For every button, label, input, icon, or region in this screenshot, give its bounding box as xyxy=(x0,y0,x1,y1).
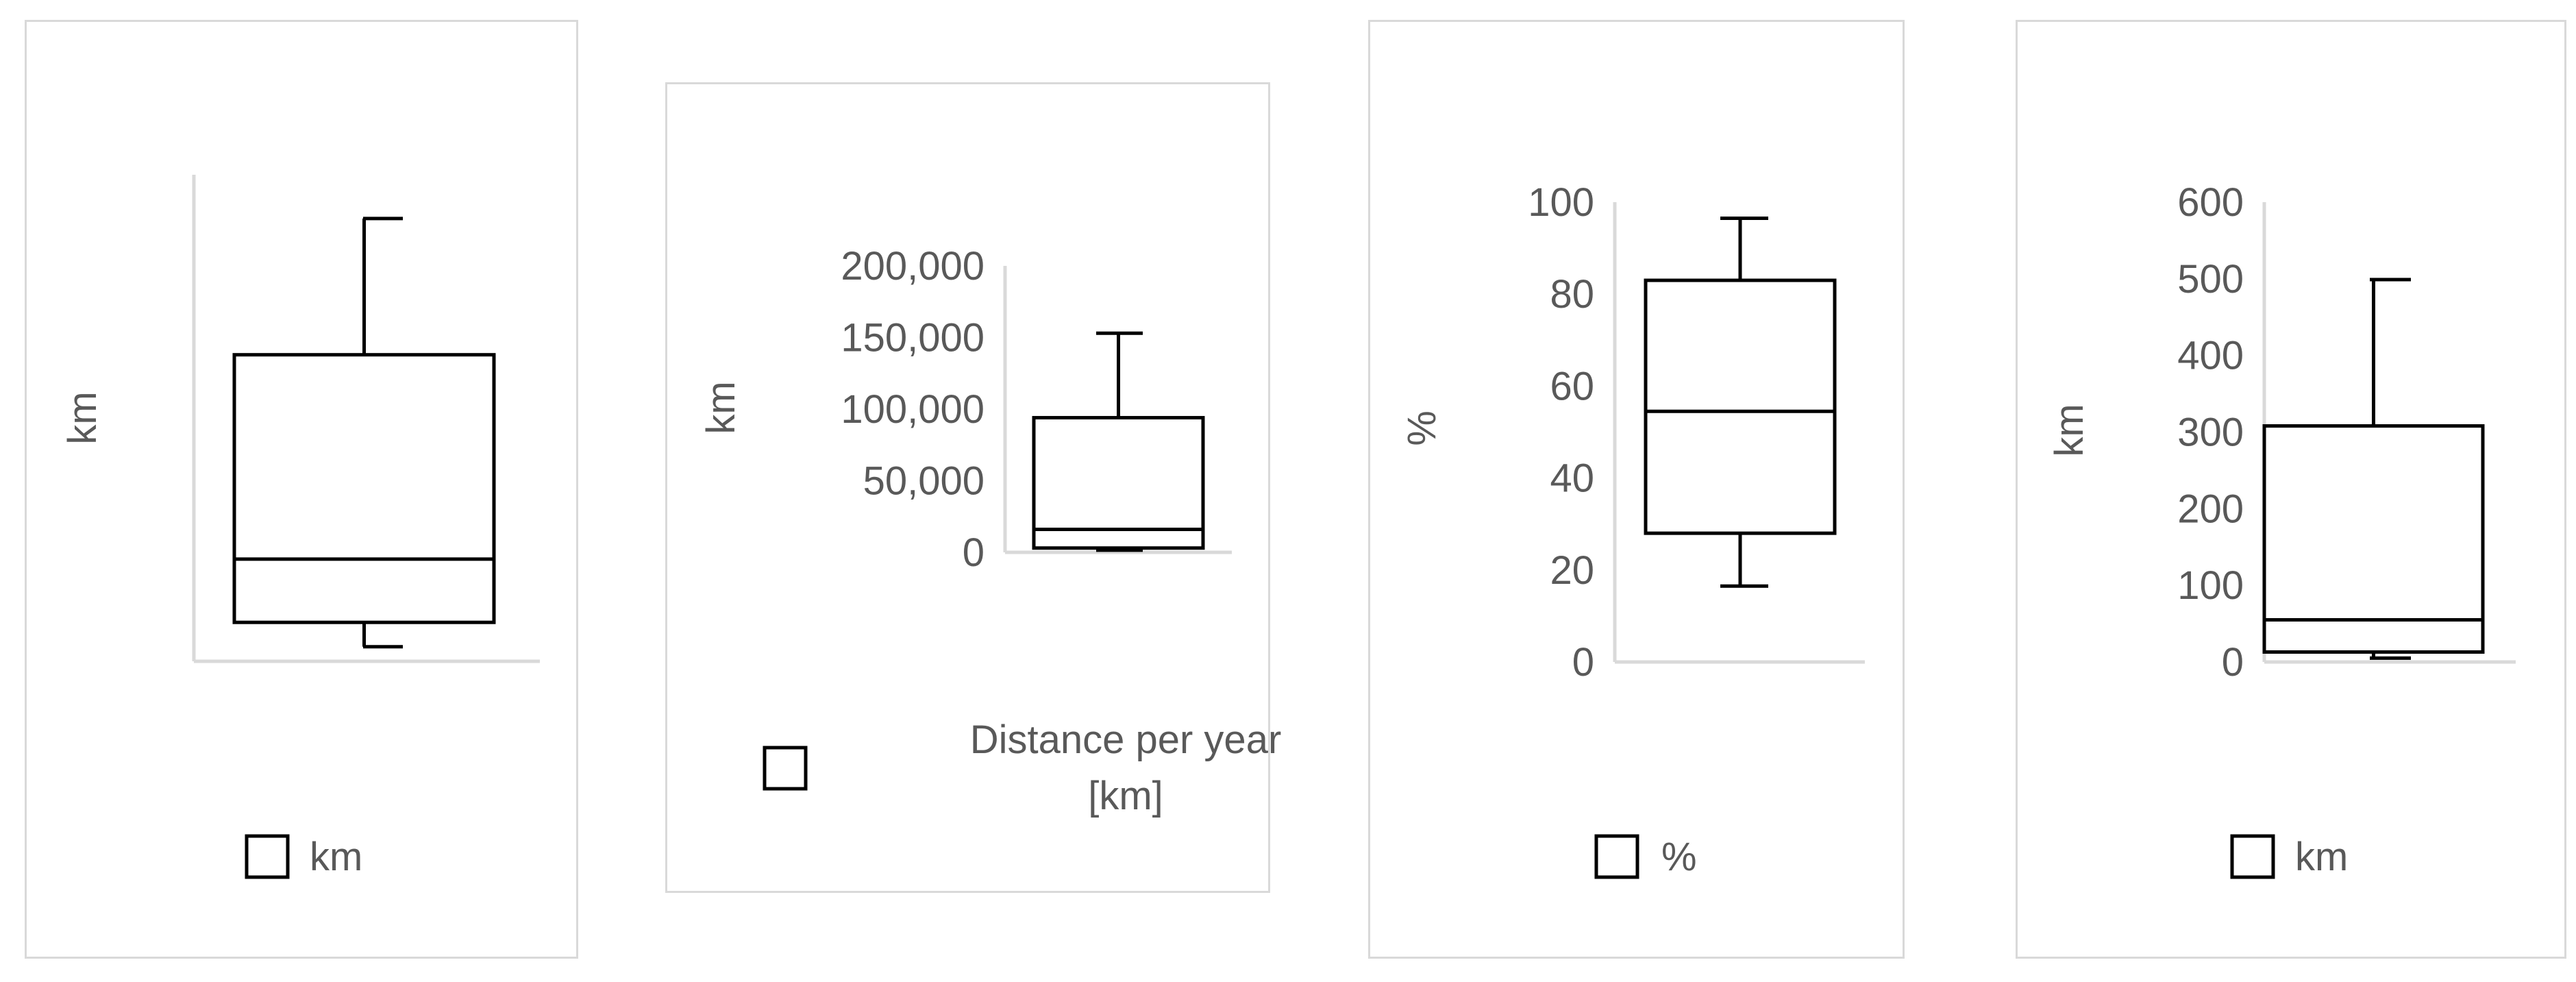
chart-panel-3 xyxy=(1368,20,1905,959)
y-tick-label: 0 xyxy=(1572,640,1594,685)
y-tick-label: 200,000 xyxy=(841,244,984,289)
y-tick-label: 500 xyxy=(2177,257,2244,302)
y-axis-label: km xyxy=(699,381,743,434)
legend-swatch xyxy=(245,834,290,879)
legend-label: km xyxy=(2295,835,2348,879)
y-tick-label: 200 xyxy=(2177,487,2244,531)
iqr-box xyxy=(1644,278,1837,535)
y-tick-label: 20 xyxy=(1550,548,1594,593)
y-tick-label: 400 xyxy=(2177,334,2244,378)
y-axis-label: km xyxy=(60,391,105,444)
y-tick-label: 40 xyxy=(1550,456,1594,501)
y-axis-label: % xyxy=(1400,410,1444,446)
legend-label: km xyxy=(310,835,362,879)
y-tick-label: 0 xyxy=(963,530,984,575)
legend-swatch xyxy=(763,746,808,791)
chart-panel-4 xyxy=(2016,20,2566,959)
y-tick-label: 80 xyxy=(1550,272,1594,317)
legend-label: [km] xyxy=(1088,774,1163,818)
legend-swatch xyxy=(1594,834,1639,879)
y-tick-label: 100 xyxy=(1528,180,1594,225)
iqr-box xyxy=(1032,416,1205,550)
chart-panel-2 xyxy=(665,82,1270,893)
y-tick-label: 60 xyxy=(1550,364,1594,408)
y-tick-label: 150,000 xyxy=(841,316,984,360)
y-tick-label: 0 xyxy=(2222,640,2244,685)
y-tick-label: 100 xyxy=(2177,563,2244,608)
y-tick-label: 600 xyxy=(2177,180,2244,225)
y-axis-label: km xyxy=(2047,404,2092,456)
y-tick-label: 300 xyxy=(2177,410,2244,455)
y-tick-label: 100,000 xyxy=(841,387,984,432)
y-tick-label: 50,000 xyxy=(863,459,984,504)
iqr-box xyxy=(232,353,496,624)
legend-label: Distance per year xyxy=(970,717,1282,762)
legend-swatch xyxy=(2230,834,2275,879)
chart-panel-1 xyxy=(25,20,578,959)
iqr-box xyxy=(2262,424,2485,654)
legend-label: % xyxy=(1661,835,1697,879)
